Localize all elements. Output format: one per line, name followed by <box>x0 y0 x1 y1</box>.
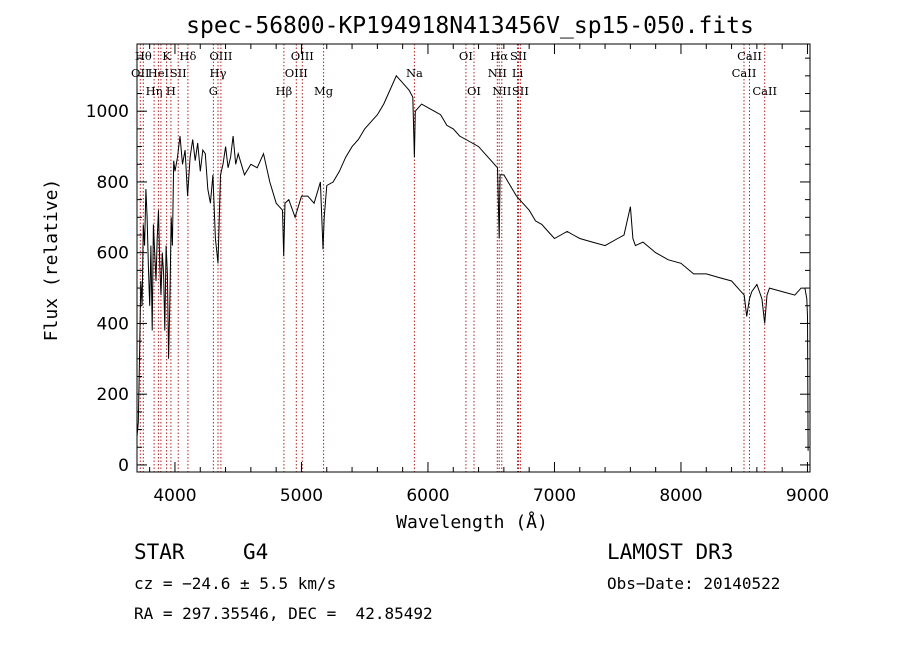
line-marker-label: Li <box>512 66 524 80</box>
object-subclass: G4 <box>243 540 269 564</box>
line-marker-label: CaII <box>737 49 762 63</box>
line-marker-label: H <box>166 84 176 98</box>
x-tick-label: 4000 <box>153 486 196 506</box>
line-marker-label: NII <box>492 84 511 98</box>
y-axis-ticks: 0 200 400 600 800 1000 <box>86 57 810 476</box>
x-tick-label: 5000 <box>280 486 323 506</box>
line-marker-label: OI <box>459 49 473 63</box>
line-marker-label: Mg <box>314 84 334 98</box>
x-tick-label: 6000 <box>406 486 449 506</box>
x-axis-ticks: 4000 5000 6000 7000 8000 9000 <box>149 44 829 506</box>
redshift-velocity: cz = −24.6 ± 5.5 km/s <box>134 574 337 593</box>
x-tick-label: 7000 <box>533 486 576 506</box>
chart-title: spec-56800-KP194918N413456V_sp15-050.fit… <box>186 13 754 39</box>
line-marker-label: Hβ <box>276 84 293 98</box>
x-tick-label: 8000 <box>659 486 702 506</box>
line-marker-label: OII <box>131 66 150 80</box>
plot-frame <box>136 43 811 473</box>
y-tick-label: 600 <box>97 244 129 264</box>
line-marker-labels: OII Hθ Hη HeI K H SII Hδ G Hγ OIII Hβ OIII OIII Mg Na OI… <box>131 49 777 98</box>
line-marker-label: SII <box>512 84 529 98</box>
line-marker-label: Na <box>406 66 423 80</box>
line-marker-label: OIII <box>209 49 232 63</box>
line-marker-label: Hη <box>146 84 163 98</box>
line-marker-label: Hα <box>490 49 508 63</box>
line-marker-label: Hθ <box>135 49 152 63</box>
line-marker-label: Hδ <box>179 49 196 63</box>
line-marker-label: SII <box>170 66 187 80</box>
y-tick-label: 1000 <box>86 102 129 122</box>
survey-name: LAMOST DR3 <box>607 540 734 564</box>
line-marker-label: NII <box>488 66 507 80</box>
line-marker-label: K <box>162 49 171 63</box>
observation-date: Obs−Date: 20140522 <box>607 574 781 593</box>
line-marker-label: CaII <box>752 84 777 98</box>
y-tick-label: 800 <box>97 173 129 193</box>
line-marker-label: Hγ <box>210 66 227 80</box>
object-class: STAR <box>134 540 185 564</box>
y-axis-label: Flux (relative) <box>41 179 62 342</box>
x-tick-label: 9000 <box>786 486 829 506</box>
line-marker-label: SII <box>510 49 527 63</box>
y-tick-label: 200 <box>97 385 129 405</box>
y-tick-label: 0 <box>118 456 129 476</box>
line-markers <box>139 44 766 472</box>
line-marker-label: OI <box>467 84 481 98</box>
line-marker-label: OIII <box>291 49 314 63</box>
coordinates: RA = 297.35546, DEC = 42.85492 <box>134 604 433 623</box>
line-marker-label: HeI <box>148 66 169 80</box>
line-marker-label: CaII <box>732 66 757 80</box>
y-tick-label: 400 <box>97 314 129 334</box>
x-axis-label: Wavelength (Å) <box>396 511 548 533</box>
line-marker-label: OIII <box>285 66 308 80</box>
line-marker-label: G <box>209 84 218 98</box>
spectrum-line <box>136 74 809 451</box>
